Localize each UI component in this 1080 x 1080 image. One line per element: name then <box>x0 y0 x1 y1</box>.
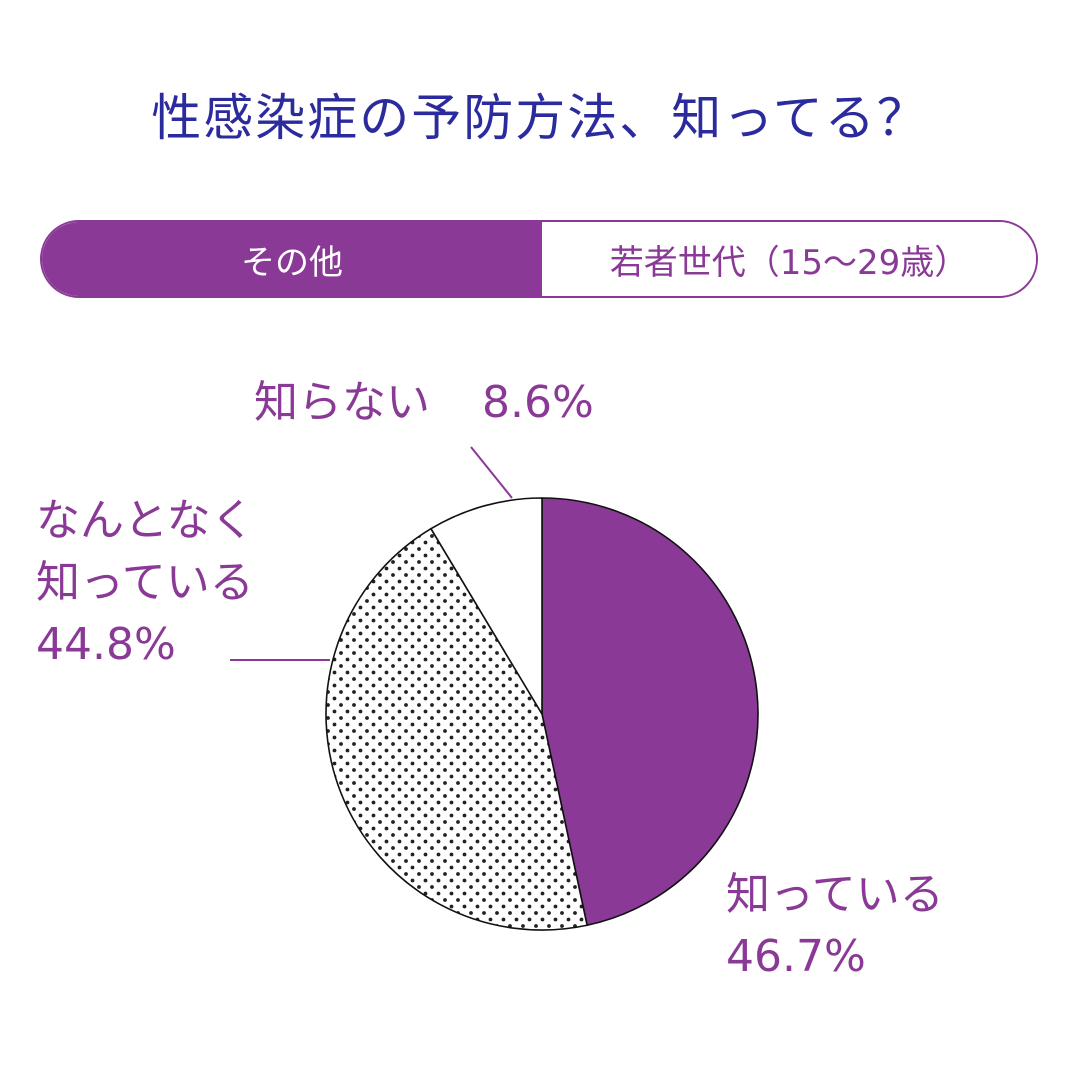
tab-youth-generation[interactable]: 若者世代（15〜29歳） <box>542 222 1036 296</box>
slice-label-somewhat-know-line2: 知っている <box>36 557 254 608</box>
pie-slice-dont-know <box>429 497 543 717</box>
tab-other[interactable]: その他 <box>42 222 542 296</box>
slice-label-know-name: 知っている <box>726 869 944 920</box>
slice-label-know-value: 46.7% <box>726 931 866 982</box>
pie-slice-know <box>541 497 759 927</box>
segment-tabs: その他 若者世代（15〜29歳） <box>40 220 1038 298</box>
pie-slice-somewhat-know <box>325 527 589 931</box>
slice-label-dont-know-value: 8.6% <box>482 377 594 428</box>
leader-line-dont-know <box>470 446 513 499</box>
chart-title: 性感染症の予防方法、知ってる？ <box>151 89 929 147</box>
slice-label-dont-know-name: 知らない <box>254 377 430 428</box>
slice-label-know: 知っている 46.7% <box>726 864 944 988</box>
slice-label-dont-know: 知らない 8.6% <box>254 372 594 434</box>
slice-label-somewhat-know-value: 44.8% <box>36 619 176 670</box>
slice-label-somewhat-know-line1: なんとなく <box>36 495 255 546</box>
slice-label-somewhat-know: なんとなく 知っている 44.8% <box>36 490 255 676</box>
